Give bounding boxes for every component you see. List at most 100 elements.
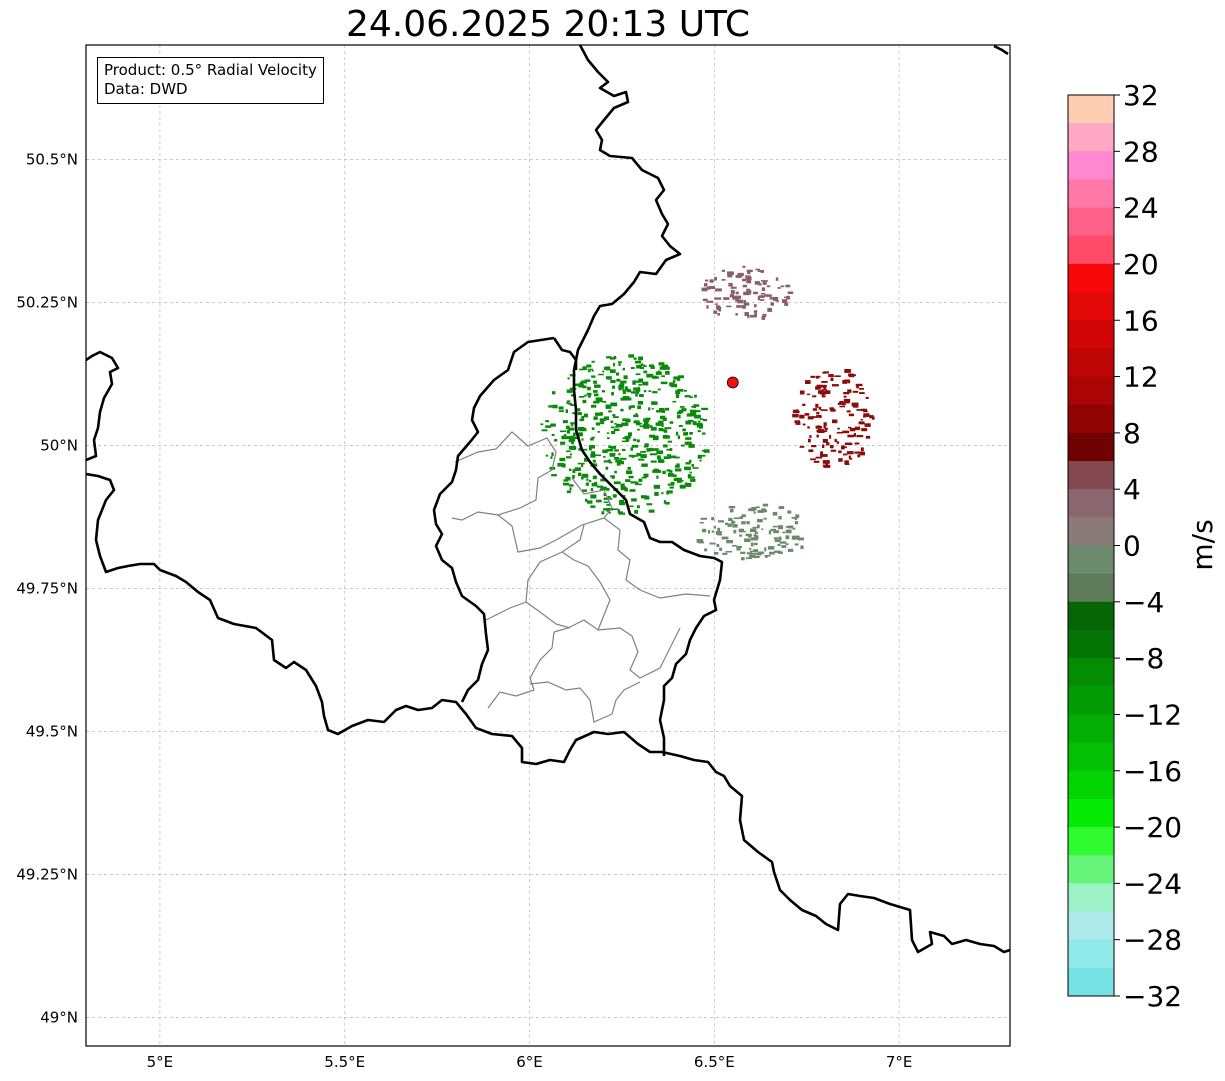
echo-pixel (606, 448, 613, 452)
echo-pixel (660, 415, 666, 420)
echo-pixel (848, 455, 851, 459)
longitude-tick-label: 6°E (516, 1053, 543, 1071)
echo-pixel (620, 483, 625, 488)
echo-pixel (581, 489, 587, 492)
echo-pixel (644, 495, 650, 500)
echo-pixel (615, 459, 622, 463)
echo-pixel (853, 433, 856, 437)
latitude-tick-label: 50.25°N (16, 293, 78, 311)
echo-pixel (685, 462, 691, 465)
echo-pixel (773, 537, 779, 540)
echo-pixel (593, 393, 599, 397)
echo-pixel (613, 356, 617, 360)
echo-pixel (636, 453, 642, 457)
echo-pixel (842, 430, 850, 434)
latitude-tick-label: 50.5°N (26, 150, 78, 168)
echo-pixel (700, 418, 704, 420)
colorbar-tick-label: −32 (1123, 980, 1182, 1013)
echo-pixel (641, 363, 644, 366)
echo-pixel (602, 400, 607, 403)
colorbar-level (1068, 432, 1114, 462)
echo-pixel (714, 297, 722, 300)
echo-pixel (582, 385, 587, 389)
echo-pixel (807, 416, 814, 420)
echo-pixel (677, 377, 681, 381)
echo-pixel (721, 269, 726, 272)
echo-pixel (666, 449, 672, 451)
echo-pixel (753, 542, 758, 546)
echo-pixel (809, 435, 812, 438)
echo-pixel (721, 536, 729, 540)
echo-pixel (650, 426, 657, 431)
echo-pixel (579, 368, 583, 371)
canton-boundaries (451, 431, 711, 723)
echo-pixel (701, 450, 706, 452)
echo-pixel (592, 475, 597, 480)
echo-pixel (618, 453, 621, 456)
echo-pixel (638, 356, 644, 361)
echo-pixel (649, 434, 656, 438)
echo-pixel (666, 490, 673, 494)
echo-pixel (640, 451, 646, 453)
echo-pixel (641, 476, 647, 479)
echo-pixel (603, 508, 609, 511)
echo-pixel (821, 381, 828, 383)
echo-pixel (628, 475, 634, 479)
echo-pixel (677, 388, 684, 392)
echo-pixel (689, 396, 693, 399)
echo-pixel (847, 380, 851, 384)
echo-pixel (566, 450, 571, 453)
echo-pixel (781, 545, 787, 548)
echo-pixel (557, 462, 564, 467)
echo-pixel (746, 279, 752, 284)
echo-pixel (677, 415, 681, 419)
echo-pixel (670, 481, 675, 485)
colorbar-level (1068, 911, 1114, 941)
echo-pixel (812, 416, 819, 418)
echo-pixel (648, 407, 651, 411)
echo-pixel (588, 370, 591, 373)
echo-pixel (551, 474, 557, 477)
echo-pixel (802, 423, 806, 426)
echo-pixel (694, 414, 701, 419)
echo-pixel (727, 271, 734, 276)
echo-pixel (673, 380, 676, 383)
echo-pixel (755, 268, 760, 271)
colorbar-tick-label: 24 (1123, 192, 1159, 225)
echo-pixel (711, 517, 715, 521)
colorbar-level (1068, 798, 1114, 828)
echo-pixel (645, 417, 651, 420)
latitude-tick-label: 49.5°N (26, 722, 78, 740)
echo-pixel (639, 367, 645, 370)
echo-pixel (846, 410, 851, 413)
echo-pixel (794, 521, 799, 525)
echo-pixel (662, 409, 665, 413)
echo-pixel (684, 466, 691, 471)
echo-pixel (643, 370, 648, 374)
echo-pixel (570, 422, 575, 425)
echo-pixel (742, 284, 747, 288)
echo-pixel (853, 374, 856, 376)
echo-pixel (635, 413, 638, 417)
echo-pixel (675, 477, 682, 481)
echo-pixel (770, 528, 776, 532)
echo-pixel (746, 291, 751, 295)
echo-pixel (656, 410, 663, 413)
radar-site-marker (726, 376, 739, 389)
echo-pixel (728, 282, 733, 287)
colorbar-level (1068, 658, 1114, 687)
echo-pixel (823, 384, 826, 389)
echo-pixel (596, 485, 604, 488)
echo-pixel (588, 479, 592, 483)
echo-pixel (563, 479, 568, 482)
echo-pixel (778, 506, 785, 509)
echo-pixel (718, 520, 724, 523)
echo-pixel (590, 437, 594, 441)
echo-pixel (624, 386, 628, 388)
echo-pixel (584, 413, 588, 418)
echo-pixel (594, 481, 597, 484)
colorbar-level (1068, 235, 1114, 265)
echo-pixel (637, 391, 639, 394)
echo-pixel (844, 460, 849, 465)
echo-pixel (716, 543, 720, 548)
